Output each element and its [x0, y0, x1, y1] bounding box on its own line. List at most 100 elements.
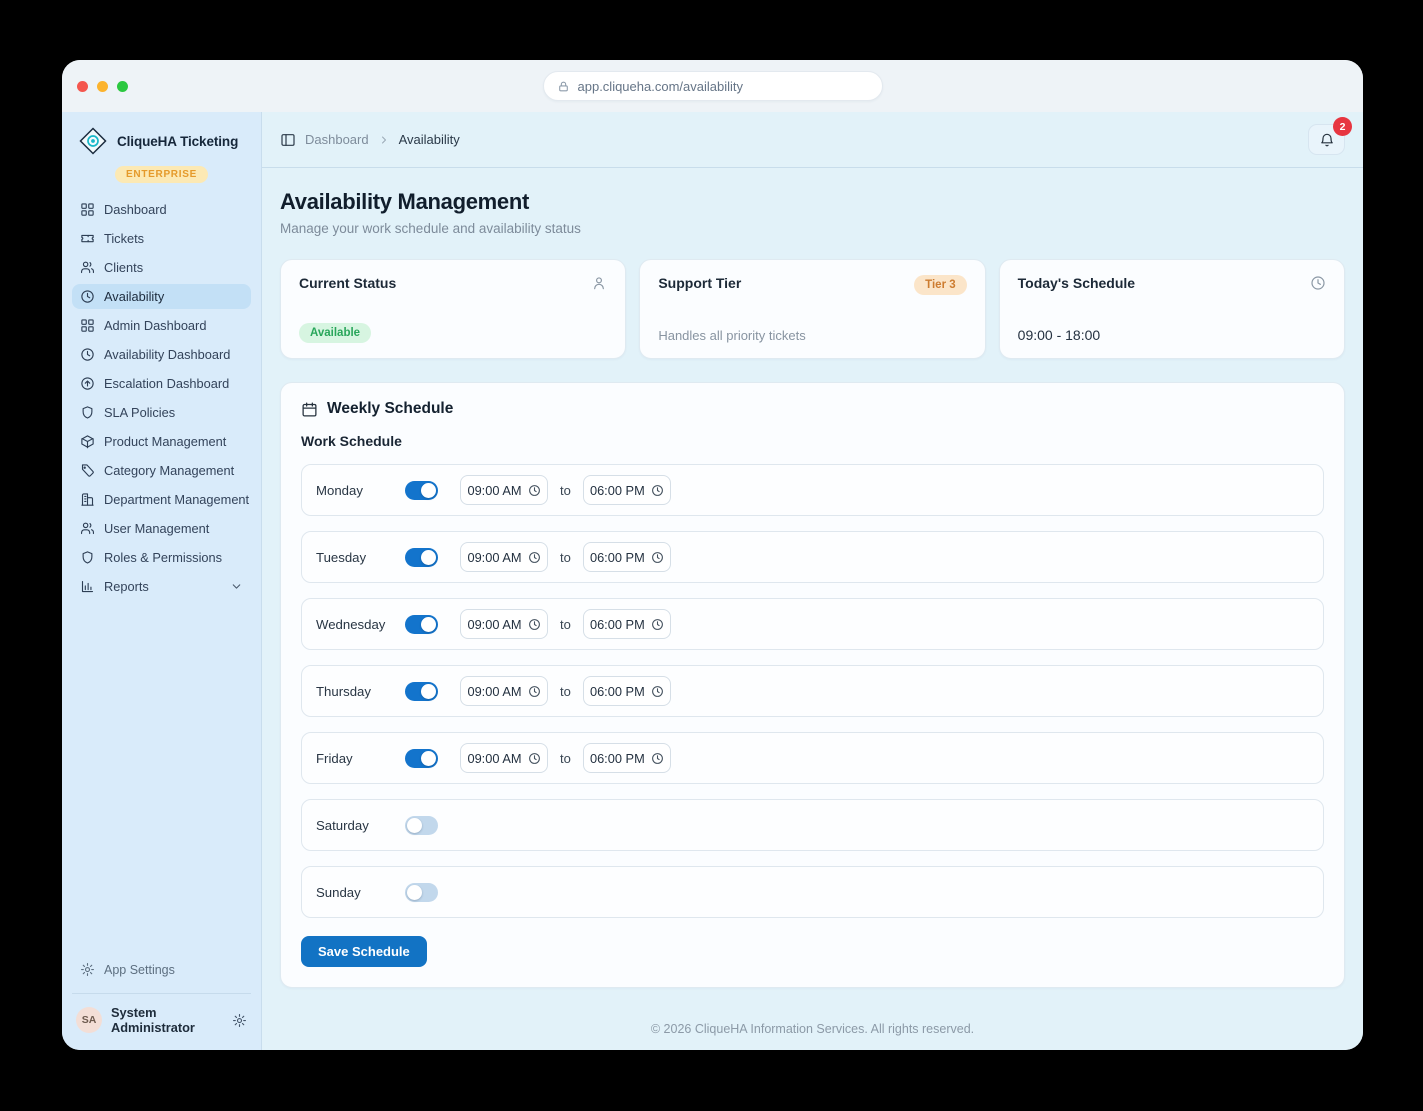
browser-window: app.cliqueha.com/availability CliqueHA T… — [62, 60, 1363, 1050]
day-row-monday: Monday 09:00 AM to 06:00 PM — [301, 464, 1324, 516]
start-time-input[interactable]: 09:00 AM — [460, 542, 548, 572]
day-toggle[interactable] — [405, 480, 438, 500]
sidebar-item-label: Roles & Permissions — [104, 550, 223, 565]
enterprise-badge: ENTERPRISE — [115, 166, 208, 183]
notifications-button[interactable]: 2 — [1308, 117, 1352, 155]
day-toggle[interactable] — [405, 815, 438, 835]
page-subtitle: Manage your work schedule and availabili… — [280, 221, 581, 236]
start-time-input[interactable]: 09:00 AM — [460, 743, 548, 773]
sidebar-item-admin-dashboard[interactable]: Admin Dashboard — [72, 313, 251, 338]
day-toggle[interactable] — [405, 681, 438, 701]
sidebar-item-label: Escalation Dashboard — [104, 376, 230, 391]
sidebar-toggle-icon[interactable] — [280, 132, 296, 148]
clock-icon — [528, 618, 541, 631]
end-time-input[interactable]: 06:00 PM — [582, 609, 671, 639]
sidebar-item-tickets[interactable]: Tickets — [72, 226, 251, 251]
work-schedule-label: Work Schedule — [301, 433, 402, 449]
clock-icon — [80, 347, 95, 362]
sidebar-item-dashboard[interactable]: Dashboard — [72, 197, 251, 222]
day-toggle[interactable] — [405, 547, 438, 567]
to-label: to — [560, 750, 571, 766]
end-time-input[interactable]: 06:00 PM — [582, 743, 671, 773]
gear-icon[interactable] — [232, 1013, 247, 1028]
sidebar-item-category-management[interactable]: Category Management — [72, 458, 251, 483]
users-icon — [80, 521, 95, 536]
clock-icon — [651, 752, 664, 765]
sidebar-item-product-management[interactable]: Product Management — [72, 429, 251, 454]
save-schedule-button[interactable]: Save Schedule — [301, 936, 427, 967]
end-time-value: 06:00 PM — [589, 750, 645, 766]
day-label: Saturday — [316, 817, 369, 833]
user-name: System Administrator — [111, 1005, 195, 1035]
lock-icon — [557, 80, 570, 93]
sidebar-item-label: Product Management — [104, 434, 227, 449]
clock-icon — [528, 752, 541, 765]
main-area: Dashboard Availability 2 Availability Ma… — [262, 112, 1363, 1050]
start-time-input[interactable]: 09:00 AM — [460, 676, 548, 706]
shield-icon — [80, 550, 95, 565]
users-icon — [80, 260, 95, 275]
clock-icon — [651, 618, 664, 631]
sidebar-item-roles-permissions[interactable]: Roles & Permissions — [72, 545, 251, 570]
clock-icon — [528, 685, 541, 698]
address-bar[interactable]: app.cliqueha.com/availability — [542, 71, 883, 101]
sidebar-item-label: User Management — [104, 521, 210, 536]
tier-badge: Tier 3 — [914, 275, 967, 295]
app-settings-button[interactable]: App Settings — [72, 954, 251, 985]
start-time-input[interactable]: 09:00 AM — [460, 609, 548, 639]
card-title: Current Status — [299, 275, 397, 291]
status-cards: Current Status Available Support Tier Ti… — [280, 259, 1345, 359]
browser-chrome: app.cliqueha.com/availability — [62, 60, 1363, 112]
sidebar-item-availability-dashboard[interactable]: Availability Dashboard — [72, 342, 251, 367]
sidebar-item-availability[interactable]: Availability — [72, 284, 251, 309]
sidebar-item-label: Clients — [104, 260, 144, 275]
sidebar: CliqueHA Ticketing ENTERPRISE Dashboard … — [62, 112, 262, 1050]
sidebar-item-department-management[interactable]: Department Management — [72, 487, 251, 512]
breadcrumb-dashboard[interactable]: Dashboard — [305, 132, 369, 147]
day-label: Tuesday — [316, 549, 367, 565]
sidebar-item-sla-policies[interactable]: SLA Policies — [72, 400, 251, 425]
sidebar-item-label: Reports — [104, 579, 149, 594]
status-badge: Available — [299, 323, 372, 343]
to-label: to — [560, 482, 571, 498]
weekly-schedule-card: Weekly Schedule Work Schedule Monday 09:… — [280, 382, 1345, 988]
clock-icon — [528, 484, 541, 497]
sidebar-item-label: SLA Policies — [104, 405, 176, 420]
end-time-input[interactable]: 06:00 PM — [582, 676, 671, 706]
sidebar-item-label: Availability — [104, 289, 165, 304]
start-time-value: 09:00 AM — [467, 549, 522, 565]
breadcrumb-current: Availability — [398, 132, 460, 147]
sidebar-item-label: Department Management — [104, 492, 250, 507]
maximize-window-button[interactable] — [117, 80, 128, 92]
day-label: Thursday — [316, 683, 371, 699]
sidebar-item-clients[interactable]: Clients — [72, 255, 251, 280]
day-toggle[interactable] — [405, 882, 438, 902]
page-title: Availability Management — [280, 189, 530, 214]
arrow-up-circle-icon — [80, 376, 95, 391]
minimize-window-button[interactable] — [97, 80, 108, 92]
close-window-button[interactable] — [77, 80, 88, 92]
day-toggle[interactable] — [405, 748, 438, 768]
sidebar-item-escalation-dashboard[interactable]: Escalation Dashboard — [72, 371, 251, 396]
card-title: Today's Schedule — [1017, 275, 1136, 291]
day-toggle[interactable] — [405, 614, 438, 634]
day-row-tuesday: Tuesday 09:00 AM to 06:00 PM — [301, 531, 1324, 583]
chevron-right-icon — [378, 134, 390, 146]
end-time-input[interactable]: 06:00 PM — [582, 475, 671, 505]
sidebar-item-user-management[interactable]: User Management — [72, 516, 251, 541]
day-row-saturday: Saturday — [301, 799, 1324, 851]
start-time-input[interactable]: 09:00 AM — [460, 475, 548, 505]
start-time-value: 09:00 AM — [467, 750, 522, 766]
day-label: Sunday — [316, 884, 361, 900]
chevron-down-icon — [230, 580, 243, 593]
bell-icon — [1319, 132, 1335, 148]
clock-icon — [1310, 275, 1326, 291]
person-icon — [591, 275, 607, 291]
grid-icon — [80, 202, 95, 217]
end-time-value: 06:00 PM — [589, 482, 645, 498]
day-label: Friday — [316, 750, 353, 766]
sidebar-item-reports[interactable]: Reports — [72, 574, 251, 599]
day-row-friday: Friday 09:00 AM to 06:00 PM — [301, 732, 1324, 784]
end-time-input[interactable]: 06:00 PM — [582, 542, 671, 572]
user-profile[interactable]: SA System Administrator — [72, 993, 251, 1038]
